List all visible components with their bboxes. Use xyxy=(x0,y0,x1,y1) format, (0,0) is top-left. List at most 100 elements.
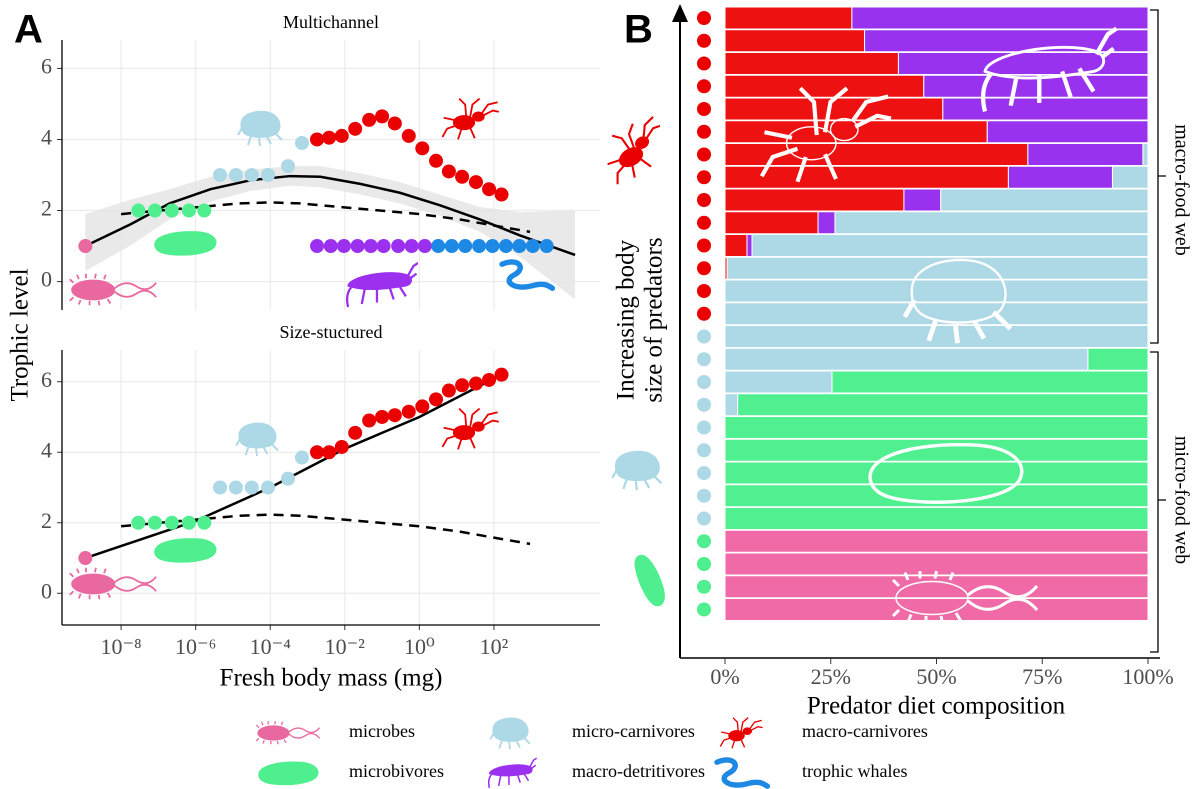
point xyxy=(417,239,432,254)
predator-dot xyxy=(697,284,711,298)
predator-dot xyxy=(697,420,711,435)
point xyxy=(362,413,377,428)
x-axis-label: Predator diet composition xyxy=(807,693,1066,720)
point xyxy=(458,239,473,254)
point xyxy=(334,128,349,143)
point xyxy=(228,168,243,182)
predator-dot xyxy=(697,215,711,230)
point xyxy=(322,130,337,145)
point xyxy=(131,203,146,218)
legend-icon xyxy=(717,760,767,786)
point xyxy=(181,515,196,530)
predator-dot xyxy=(697,443,711,458)
point xyxy=(494,367,509,382)
point xyxy=(260,480,275,495)
point xyxy=(376,239,391,254)
predator-dot xyxy=(697,352,711,367)
x-tick-label: 25% xyxy=(811,664,851,689)
bar-segment xyxy=(1087,347,1149,371)
point xyxy=(401,128,416,143)
legend-label: microbes xyxy=(349,721,415,741)
x-tick-label: 10⁻² xyxy=(325,634,366,659)
point xyxy=(164,515,179,530)
y-tick-label: 4 xyxy=(41,437,52,462)
bracket xyxy=(1150,9,1166,344)
icon xyxy=(237,110,283,147)
bar-segment xyxy=(940,188,1149,212)
predator-dot xyxy=(697,511,711,526)
x-tick-label: 75% xyxy=(1022,664,1062,689)
icon xyxy=(441,407,500,451)
point xyxy=(310,445,325,460)
point xyxy=(350,239,365,254)
predator-dot xyxy=(697,56,711,71)
point xyxy=(375,109,390,124)
point xyxy=(494,187,509,202)
bar-segment xyxy=(724,74,925,98)
y-tick-label: 2 xyxy=(41,508,52,533)
x-tick-label: 10⁻⁸ xyxy=(100,634,141,659)
bar-segment xyxy=(897,52,1149,75)
bar-segment xyxy=(724,188,905,212)
bar-segment xyxy=(1007,165,1113,189)
x-tick-label: 10⁻⁴ xyxy=(250,634,292,659)
legend-icon xyxy=(488,716,532,751)
bar-segment xyxy=(746,234,753,257)
bar-segment xyxy=(724,370,833,394)
x-tick-label: 50% xyxy=(916,664,956,689)
predator-dot xyxy=(697,124,711,139)
bracket xyxy=(1150,351,1166,653)
arrow-head xyxy=(672,4,688,22)
bar-segment xyxy=(724,234,748,257)
predator-dot xyxy=(697,329,711,344)
point xyxy=(429,392,444,407)
bar-segment xyxy=(724,6,853,30)
bar-segment xyxy=(834,211,1149,235)
bar-segment xyxy=(751,234,1149,257)
point xyxy=(244,168,259,182)
predator-dot xyxy=(697,33,711,48)
bar-segment xyxy=(724,529,1149,553)
predator-dot xyxy=(697,557,711,571)
predator-dot xyxy=(697,466,711,480)
point xyxy=(375,409,390,424)
point xyxy=(197,515,212,530)
fit-line xyxy=(84,174,576,257)
predator-dot xyxy=(697,193,711,207)
point xyxy=(281,471,296,486)
icon xyxy=(630,550,670,610)
group-label: macro-food web xyxy=(1170,124,1192,256)
predator-dot xyxy=(697,170,711,185)
bar-segment xyxy=(724,416,1149,439)
point xyxy=(281,159,296,174)
point xyxy=(387,116,402,131)
predator-dot xyxy=(697,488,711,503)
bar-segment xyxy=(817,211,836,235)
panel-title: Size-stuctured xyxy=(280,322,383,342)
point xyxy=(539,239,554,254)
predator-dot xyxy=(697,261,711,276)
point xyxy=(404,239,419,254)
point xyxy=(362,112,377,127)
predator-dot xyxy=(697,306,711,321)
point xyxy=(310,132,325,147)
icon xyxy=(235,422,279,458)
predator-dot xyxy=(697,579,711,594)
legend-label: trophic whales xyxy=(802,761,907,781)
predator-dot xyxy=(697,147,711,162)
confidence-band xyxy=(85,166,576,300)
point xyxy=(260,168,275,182)
point xyxy=(387,408,402,423)
predator-dot xyxy=(697,79,711,94)
point xyxy=(482,182,497,197)
point xyxy=(336,239,351,254)
bar-segment xyxy=(724,393,739,417)
icon xyxy=(610,449,664,493)
point xyxy=(78,239,93,254)
bar-segment xyxy=(724,29,866,53)
group-label: micro-food web xyxy=(1170,436,1192,564)
legend-label: macro-carnivores xyxy=(802,721,928,741)
legend-icon xyxy=(255,720,321,746)
y-tick-label: 2 xyxy=(41,196,52,221)
